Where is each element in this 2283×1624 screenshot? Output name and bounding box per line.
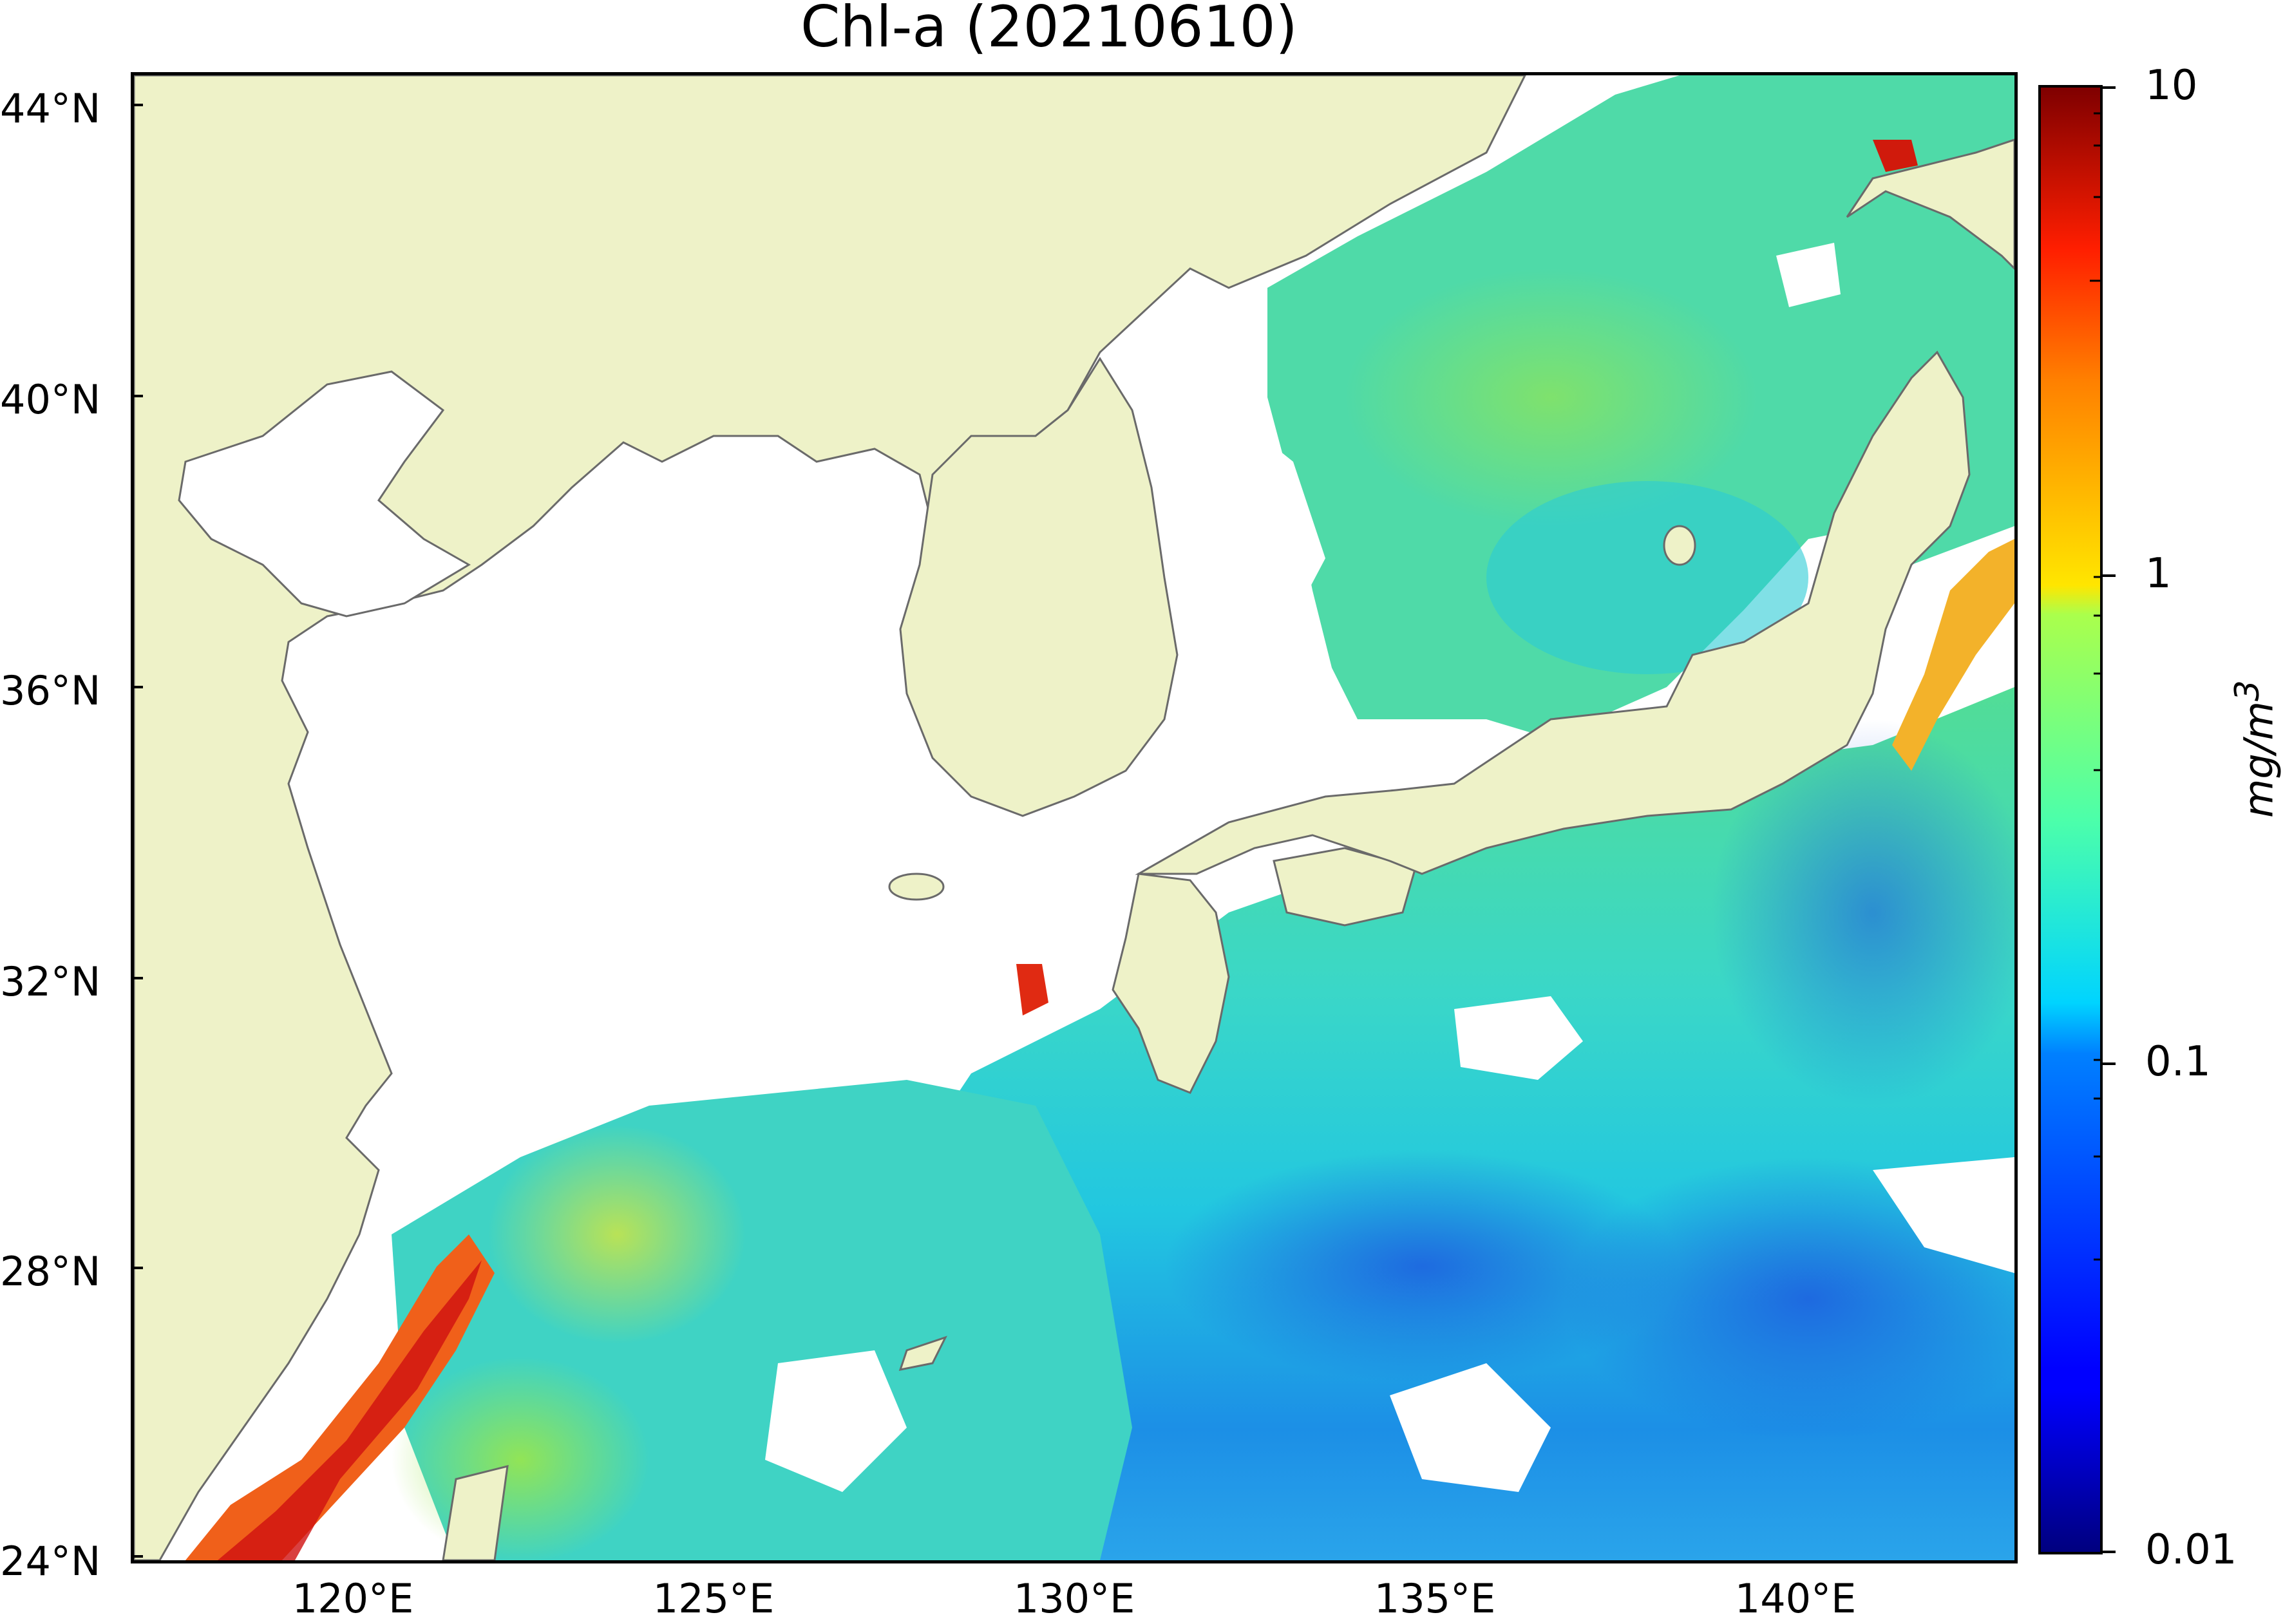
taiwan [442,1465,509,1560]
lon-label-120: 120°E [292,1575,414,1622]
cbar-label-10: 10 [2145,62,2198,109]
cbar-tick-0.01 [2103,1551,2116,1553]
pacific-cloud-b [1390,1363,1551,1492]
hokkaido [1846,138,2014,270]
chlorophyll-map [134,75,2014,1560]
bohai-sea [178,370,471,618]
pacific-cloud-a [1454,996,1583,1080]
lat-label-28: 28°N [0,1248,101,1295]
tsugaru-cloud [1776,243,1841,307]
cbar-tick-1 [2103,574,2116,577]
east-sea-bloom [1345,269,1757,526]
lat-label-24: 24°N [0,1538,101,1585]
hokkaido-high-chl [1873,140,1918,172]
cbar-label-0.01: 0.01 [2145,1526,2237,1574]
land [134,75,2014,1560]
colorbar [2038,85,2103,1554]
frame-ticks [134,104,143,1558]
lat-label-36: 36°N [0,667,101,714]
ecs-cloud [765,1350,907,1492]
map-title: Chl-a (20210610) [800,0,1298,60]
kyushu [1112,873,1230,1094]
lon-label-130: 130°E [1013,1575,1135,1622]
cbar-tick-10 [2103,86,2116,89]
ariake-bay-high-chl [1016,964,1048,1015]
jeju-island [888,873,945,901]
cbar-tick-0.1 [2103,1062,2116,1065]
pacific-cloud-c [1873,1157,2014,1273]
japan-pacific-coast-high-chl [1892,539,2014,771]
china-coast-high-chl [185,1234,495,1560]
shikoku [1273,847,1417,927]
lon-label-125: 125°E [652,1575,775,1622]
ecs-bloom [488,1125,746,1344]
okinawa [898,1336,947,1371]
pacific-low-chl-c [1712,719,2014,1106]
lon-label-140: 140°E [1734,1575,1857,1622]
map-frame [131,72,2018,1563]
colorbar-unit-text: mg/m [2235,701,2282,818]
ocean-data-field [185,75,2014,1560]
pacific-low-chl-a [1164,1151,1680,1383]
sado-island [1663,525,1696,566]
lon-label-135: 135°E [1374,1575,1496,1622]
colorbar-unit: mg/m3 [2228,680,2282,818]
colorbar-gradient [2041,88,2100,1552]
east-sea-patch [1486,481,1808,674]
colorbar-unit-exponent: 3 [2228,680,2267,701]
honshu [1135,350,1971,875]
lat-label-40: 40°N [0,376,101,423]
cbar-label-0.1: 0.1 [2145,1038,2211,1086]
cbar-label-1: 1 [2145,550,2172,598]
pacific-low-chl-b [1564,1157,2014,1440]
korean-peninsula [899,357,1179,817]
lat-label-44: 44°N [0,85,101,132]
lat-label-32: 32°N [0,958,101,1005]
